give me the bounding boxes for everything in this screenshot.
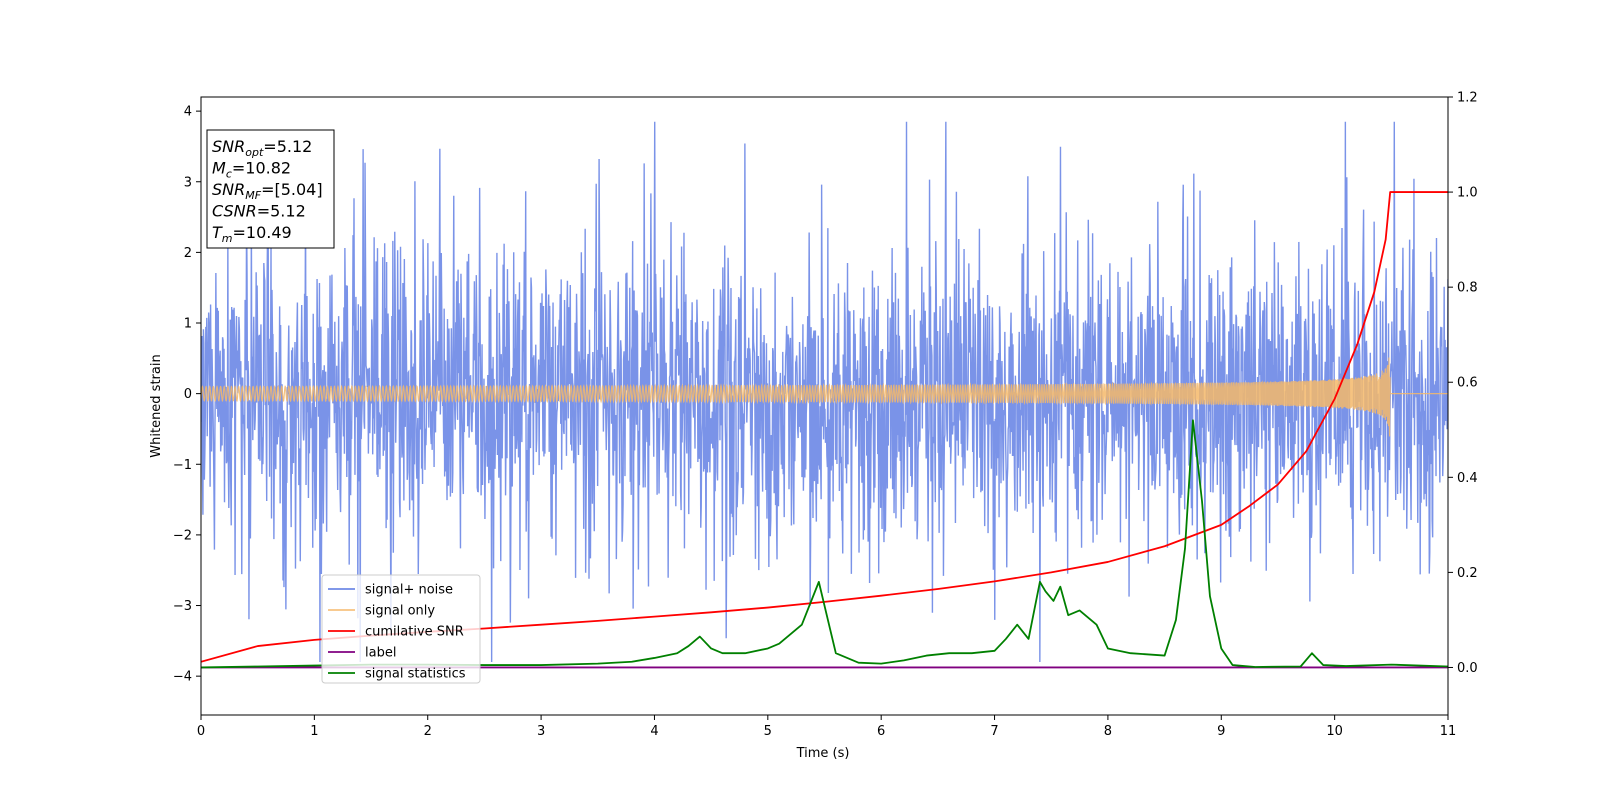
legend-item: label <box>328 646 396 661</box>
legend-item: cumilative SNR <box>328 625 464 640</box>
annotation-value: =[5.04] <box>261 180 323 199</box>
legend-item: signal statistics <box>328 667 466 682</box>
annotation-line: CSNR=5.12 <box>212 202 306 221</box>
annotation-box: SNRopt=5.12Mc=10.82SNRMF=[5.04]CSNR=5.12… <box>206 129 335 249</box>
x-tick-label: 8 <box>1104 724 1112 739</box>
legend: signal+ noise signal only cumilative SNR la… <box>321 574 481 684</box>
x-tick-label: 3 <box>537 724 545 739</box>
y-right-tick-label: 0.8 <box>1457 281 1478 296</box>
annotation-line: SNRMF=[5.04] <box>212 180 323 202</box>
x-tick-label: 9 <box>1217 724 1225 739</box>
series-signal-statistics <box>201 419 1448 669</box>
series-signal-noise <box>201 121 1448 663</box>
y-right-tick-label: 0.4 <box>1457 471 1478 486</box>
annotation-value: =10.49 <box>233 223 292 242</box>
series-signal-only <box>201 357 1448 437</box>
y-left-tick-label: 2 <box>184 246 192 261</box>
x-tick-label: 7 <box>990 724 998 739</box>
y-right-tick-label: 1.0 <box>1457 186 1478 201</box>
y-right-tick-label: 0.0 <box>1457 661 1478 676</box>
annotation-line: Tm=10.49 <box>212 223 292 245</box>
legend-label: label <box>365 646 396 661</box>
annotation-subscript: opt <box>245 146 264 159</box>
x-tick-label: 0 <box>197 724 205 739</box>
y-right-tick-label: 1.2 <box>1457 91 1478 106</box>
plot-frame <box>200 96 1449 716</box>
x-tick-label: 1 <box>310 724 318 739</box>
y-left-tick-label: 4 <box>184 105 192 120</box>
y-left-tick-label: −3 <box>173 599 192 614</box>
annotation-value: =10.82 <box>232 159 291 178</box>
annotation-frame <box>206 129 335 249</box>
y-left-tick-label: −2 <box>173 528 192 543</box>
y-right-tick-label: 0.6 <box>1457 376 1478 391</box>
annotation-symbol: SNR <box>212 180 245 199</box>
annotation-subscript: m <box>222 232 233 245</box>
annotation-subscript: c <box>226 168 232 181</box>
legend-label: signal+ noise <box>365 583 453 598</box>
x-tick-label: 4 <box>650 724 658 739</box>
x-axis: 0 1 2 3 4 5 6 7 8 9 10 11 <box>197 715 1456 739</box>
y-axis-label: Whitened strain <box>149 354 164 457</box>
y-axis-left: −4 −3 −2 −1 0 1 2 3 4 <box>173 105 201 685</box>
y-right-tick-label: 0.2 <box>1457 566 1478 581</box>
x-tick-label: 10 <box>1326 724 1343 739</box>
annotation-symbol: SNR <box>212 137 245 156</box>
annotation-symbol: CSNR <box>212 202 257 221</box>
legend-label: signal only <box>365 604 435 619</box>
x-tick-label: 2 <box>424 724 432 739</box>
annotation-line: Mc=10.82 <box>212 159 291 181</box>
y-left-tick-label: 0 <box>184 387 192 402</box>
legend-label: cumilative SNR <box>365 625 464 640</box>
annotation-symbol: T <box>212 223 223 242</box>
x-tick-label: 11 <box>1440 724 1457 739</box>
y-axis-right: 0.0 0.2 0.4 0.6 0.8 1.0 1.2 <box>1448 91 1478 676</box>
y-left-tick-label: 1 <box>184 317 192 332</box>
x-tick-label: 5 <box>764 724 772 739</box>
legend-item: signal+ noise <box>328 583 453 598</box>
annotation-symbol: M <box>212 159 226 178</box>
y-left-tick-label: 3 <box>184 175 192 190</box>
annotation-subscript: MF <box>245 189 261 202</box>
legend-item: signal only <box>328 604 435 619</box>
annotation-value: =5.12 <box>257 202 306 221</box>
y-left-tick-label: −1 <box>173 458 192 473</box>
y-left-tick-label: −4 <box>173 670 192 685</box>
legend-label: signal statistics <box>365 667 466 682</box>
x-axis-label: Time (s) <box>796 746 850 761</box>
annotation-value: =5.12 <box>263 137 312 156</box>
x-tick-label: 6 <box>877 724 885 739</box>
legend-frame <box>321 574 481 684</box>
annotation-line: SNRopt=5.12 <box>212 137 312 159</box>
